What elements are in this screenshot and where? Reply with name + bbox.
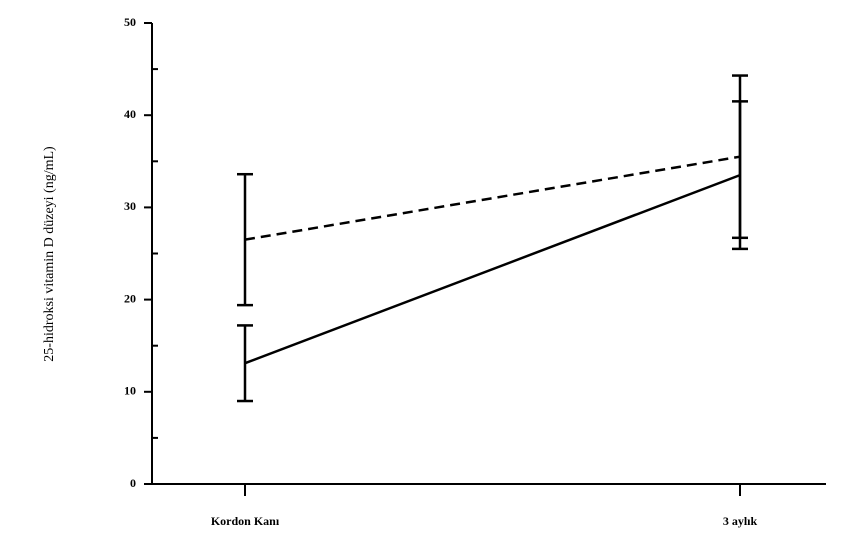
error-bar: [237, 324, 253, 403]
x-tick-label: Kordon Kanı: [211, 514, 280, 528]
error-bar: [237, 172, 253, 307]
y-tick-label: 10: [124, 384, 136, 398]
y-tick-label: 20: [124, 291, 136, 305]
x-tick-label: 3 aylık: [723, 514, 758, 528]
y-tick-label: 30: [124, 199, 136, 213]
y-tick-label: 0: [130, 476, 136, 490]
y-tick-label: 40: [124, 107, 136, 121]
series-line: [244, 155, 741, 241]
y-axis-label: 25-hidroksi vitamin D düzeyi (ng/mL): [42, 146, 57, 362]
series-line: [244, 173, 741, 365]
error-bar: [732, 74, 748, 240]
y-tick-label: 50: [124, 15, 136, 29]
